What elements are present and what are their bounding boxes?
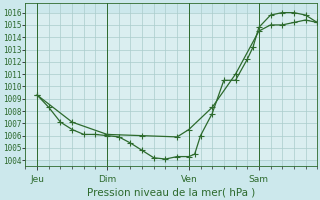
Bar <box>26 111 317 123</box>
Bar <box>26 99 317 111</box>
Bar <box>26 25 317 37</box>
Bar <box>26 13 317 25</box>
Bar <box>26 50 317 62</box>
Bar <box>26 136 317 148</box>
Bar <box>26 86 317 99</box>
Bar <box>26 123 317 136</box>
Bar <box>26 74 317 86</box>
Bar <box>26 37 317 50</box>
X-axis label: Pression niveau de la mer( hPa ): Pression niveau de la mer( hPa ) <box>87 187 255 197</box>
Bar <box>26 62 317 74</box>
Bar <box>26 148 317 160</box>
